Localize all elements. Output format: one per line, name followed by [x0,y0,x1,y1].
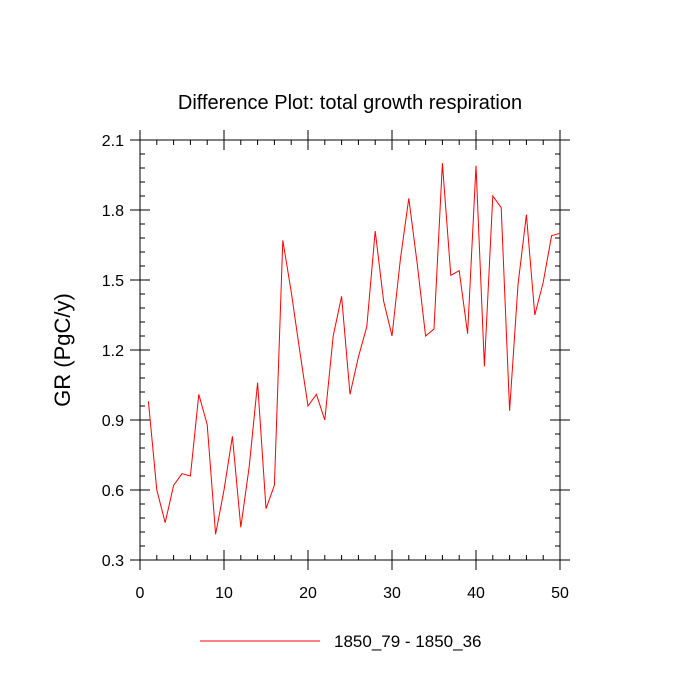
axis-ticks [130,130,570,570]
x-tick-label: 30 [383,585,401,602]
chart-title: Difference Plot: total growth respiratio… [178,92,522,114]
y-tick-label: 2.1 [102,133,124,150]
legend: 1850_79 - 1850_36 [200,632,481,651]
x-tick-label: 50 [551,585,569,602]
axis-tick-labels: 0 10 20 30 40 50 0.3 0.6 0.9 1.2 1.5 1.8 2.1 [102,133,569,602]
series-layer [147,163,561,535]
legend-label: 1850_79 - 1850_36 [334,632,481,651]
series-line [147,163,561,535]
plot-frame [139,139,561,561]
y-tick-label: 1.5 [102,273,124,290]
y-tick-label: 0.6 [102,483,124,500]
x-tick-label: 10 [215,585,233,602]
x-tick-label: 20 [299,585,317,602]
y-tick-label: 1.2 [102,343,124,360]
x-tick-label: 0 [136,585,145,602]
y-axis-label: GR (PgC/y) [50,293,75,407]
y-tick-label: 1.8 [102,203,124,220]
y-tick-label: 0.9 [102,413,124,430]
x-tick-label: 40 [467,585,485,602]
y-tick-label: 0.3 [102,553,124,570]
